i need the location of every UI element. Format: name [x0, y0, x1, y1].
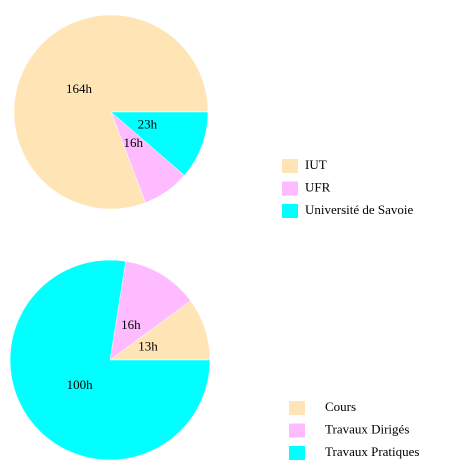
legend-label: Université de Savoie	[305, 202, 414, 217]
pie-slice	[110, 111, 209, 176]
slice-label: 16h	[124, 135, 144, 150]
slice-label: 16h	[121, 317, 141, 332]
pie-slice	[109, 260, 191, 361]
legend-swatch	[289, 401, 305, 415]
legend-swatch	[289, 446, 305, 460]
slice-label: 100h	[67, 377, 94, 392]
slice-label: 23h	[138, 117, 158, 132]
legend-label: IUT	[305, 157, 327, 172]
legend-swatch	[289, 423, 305, 438]
slice-label: 164h	[66, 81, 93, 96]
legend-swatch	[282, 181, 298, 196]
pie-slice	[9, 259, 211, 461]
legend-label: Travaux Dirigés	[325, 421, 409, 436]
legend-swatch	[282, 159, 298, 173]
legend-label: UFR	[305, 179, 331, 194]
legend-label: Travaux Pratiques	[325, 444, 420, 459]
slice-label: 13h	[138, 339, 158, 354]
legend-swatch	[282, 204, 298, 218]
legend-label: Cours	[325, 399, 356, 414]
